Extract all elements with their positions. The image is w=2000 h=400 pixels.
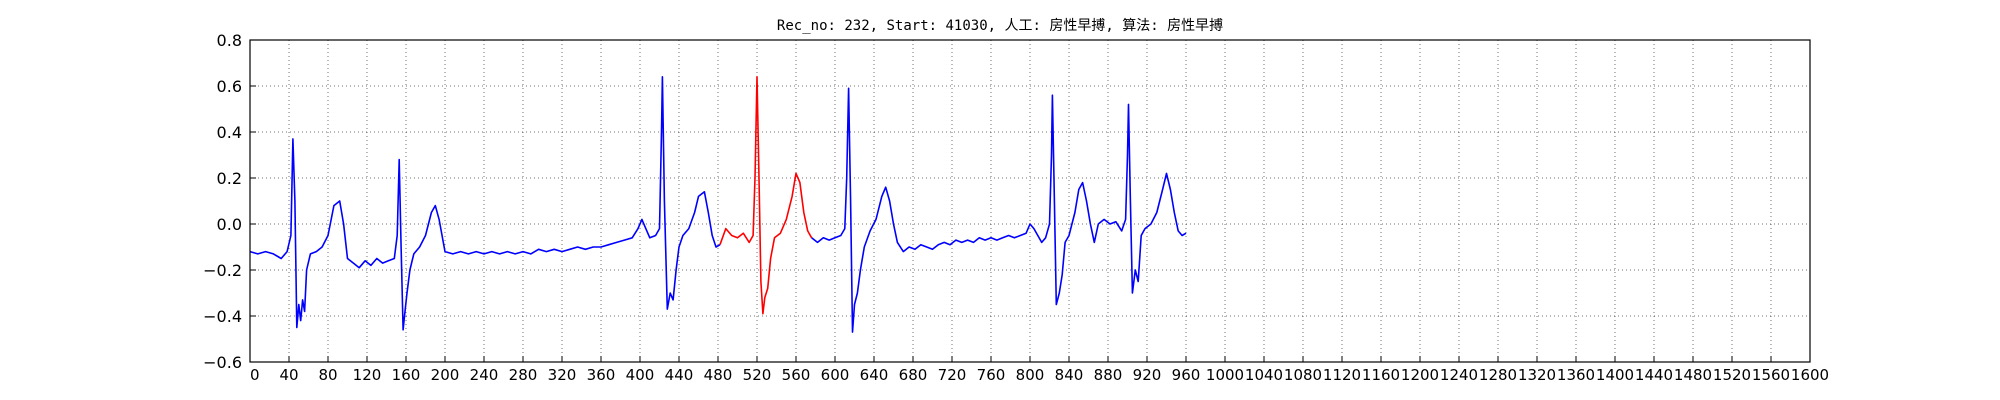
chart-title: Rec_no: 232, Start: 41030, 人工: 房性早搏, 算法:… [777,17,1223,34]
x-tick-label: 40 [279,366,298,384]
x-tick-label: 1120 [1323,366,1361,384]
x-tick-label: 800 [1016,366,1045,384]
x-tick-label: 1280 [1479,366,1517,384]
x-tick-label: 1080 [1284,366,1322,384]
x-tick-label: 640 [860,366,889,384]
x-tick-label: 560 [782,366,811,384]
x-tick-label: 600 [821,366,850,384]
y-tick-label: −0.2 [203,261,242,280]
x-tick-label: 680 [899,366,928,384]
x-tick-label: 1000 [1206,366,1244,384]
x-tick-label: 480 [704,366,733,384]
x-tick-label: 160 [392,366,421,384]
x-tick-label: 120 [353,366,382,384]
ecg-series-line-3 [811,87,1187,333]
x-tick-label: 1200 [1401,366,1439,384]
y-tick-label: −0.4 [203,307,242,326]
x-tick-label: 200 [431,366,460,384]
x-tick-labels: 0 40 80 120 160 200 240 280 320 360 400 440 480 520 56… [249,356,1829,384]
x-tick-label: 240 [470,366,499,384]
x-tick-label: 840 [1055,366,1084,384]
ecg-series-line-2 [719,76,813,315]
y-tick-label: 0.2 [217,169,242,188]
ecg-series [249,76,1187,333]
x-tick-label: 440 [665,366,694,384]
x-tick-label: 400 [626,366,655,384]
y-tick-labels: −0.6 −0.4 −0.2 0.0 0.2 0.4 0.6 0.8 [203,31,256,372]
x-tick-label: 1040 [1245,366,1283,384]
x-tick-label: 320 [548,366,577,384]
y-tick-label: 0.6 [217,77,242,96]
x-tick-label: 520 [743,366,772,384]
x-tick-label: 1440 [1635,366,1673,384]
x-tick-label: 920 [1133,366,1162,384]
x-tick-label: 1600 [1791,366,1829,384]
x-tick-label: 1360 [1557,366,1595,384]
x-tick-label: 720 [938,366,967,384]
x-tick-label: 1560 [1752,366,1790,384]
x-tick-label: 1240 [1440,366,1478,384]
x-tick-label: 1400 [1596,366,1634,384]
x-tick-label: 760 [977,366,1006,384]
x-tick-label: 880 [1094,366,1123,384]
x-tick-label: 80 [318,366,337,384]
grid-lines [250,40,1811,362]
ecg-series-line-1 [249,76,721,331]
x-tick-label: 1320 [1518,366,1556,384]
y-tick-label: 0.8 [217,31,242,50]
x-tick-label: 960 [1172,366,1201,384]
x-tick-label: 0 [250,366,260,384]
x-tick-label: 1520 [1713,366,1751,384]
x-tick-label: 1480 [1674,366,1712,384]
x-tick-label: 280 [509,366,538,384]
y-tick-label: −0.6 [203,353,242,372]
y-tick-label: 0.4 [217,123,242,142]
x-tick-label: 360 [587,366,616,384]
y-tick-label: 0.0 [217,215,242,234]
x-tick-label: 1160 [1362,366,1400,384]
